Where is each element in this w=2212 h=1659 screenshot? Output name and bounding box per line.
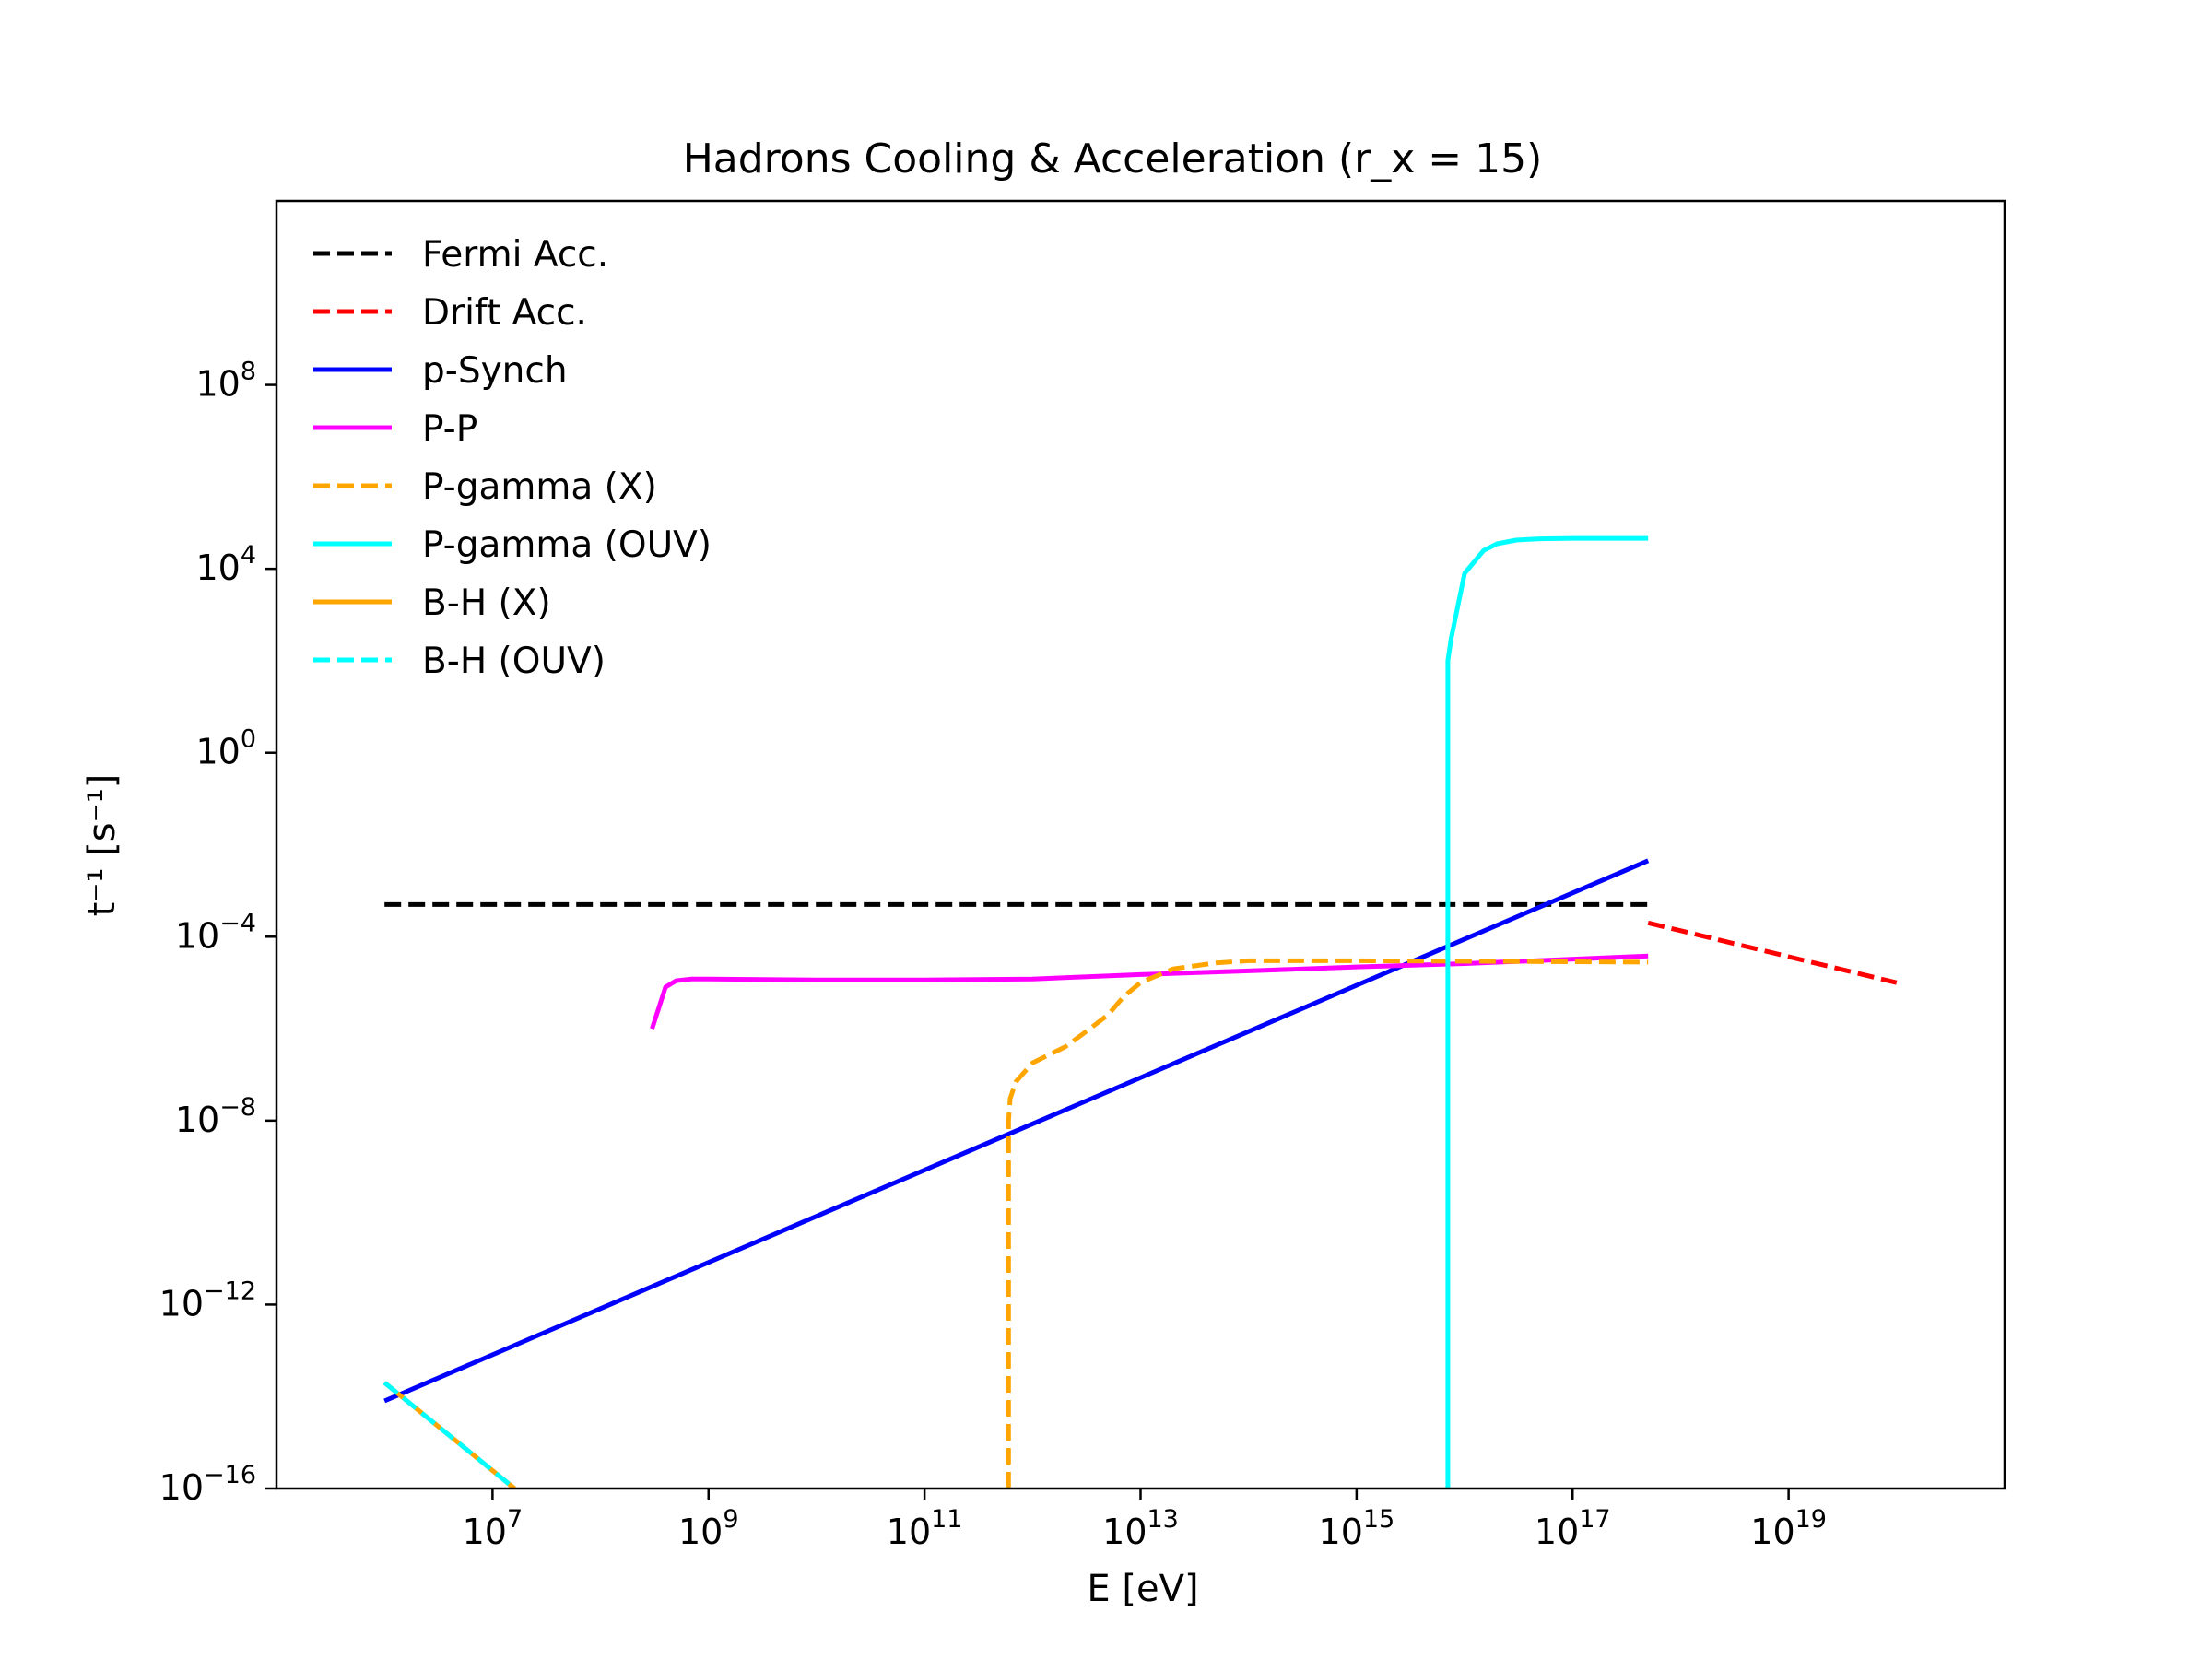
legend-label: p-Synch	[422, 350, 568, 392]
y-tick-label: 10−8	[175, 1093, 256, 1140]
y-axis-label-text: t⁻¹ [s⁻¹]	[81, 774, 124, 917]
series-line-p-gamma-x	[1006, 958, 1649, 1488]
legend-label: P-gamma (OUV)	[422, 524, 712, 566]
plot-frame	[275, 199, 2006, 1490]
y-ticks: 10−16 10−12 10−8 10−4 100 104 108	[159, 358, 276, 1508]
x-tick-label: 1019	[1750, 1505, 1827, 1552]
x-tick-label: 1017	[1535, 1505, 1611, 1552]
legend-item-fermi-acc: Fermi Acc.	[313, 234, 608, 276]
x-tick-label: 1013	[1102, 1505, 1179, 1552]
series-line-p-gamma-ouv	[1445, 535, 1649, 1488]
y-axis-label: t⁻¹ [s⁻¹]	[81, 774, 124, 917]
legend-label: B-H (OUV)	[422, 641, 606, 682]
y-tick-label: 100	[195, 725, 256, 772]
legend-item-p-p: P-P	[313, 408, 477, 450]
legend-label: B-H (X)	[422, 582, 551, 624]
series-line-b-h-ouv	[382, 1381, 516, 1488]
series-line-p-synch	[383, 858, 1650, 1404]
legend: Fermi Acc. Drift Acc. p-Synch P-P P-gamma (X…	[313, 234, 712, 682]
legend-label: P-P	[422, 408, 477, 450]
y-tick-label: 10−4	[175, 909, 256, 956]
x-tick-label: 109	[678, 1505, 739, 1552]
x-tick-label: 1011	[887, 1505, 963, 1552]
y-tick-label: 108	[195, 358, 256, 405]
legend-label: Drift Acc.	[422, 292, 587, 334]
legend-item-p-synch: p-Synch	[313, 350, 568, 392]
y-tick-label: 10−16	[159, 1461, 256, 1508]
y-tick-label: 10−12	[159, 1277, 256, 1324]
chart-title: Hadrons Cooling & Acceleration (r_x = 15…	[683, 135, 1543, 182]
legend-item-p-gamma-ouv: P-gamma (OUV)	[313, 524, 712, 566]
y-tick-label: 104	[195, 541, 256, 588]
legend-label: Fermi Acc.	[422, 234, 608, 276]
x-ticks: 107 109 1011 1013 1015 1017 1019	[463, 1488, 1827, 1552]
legend-item-p-gamma-x: P-gamma (X)	[313, 466, 657, 508]
x-tick-label: 107	[463, 1505, 524, 1552]
legend-item-b-h-x: B-H (X)	[313, 582, 551, 624]
x-axis-label: E [eV]	[1087, 1568, 1198, 1610]
series-line-p-p	[650, 953, 1649, 1030]
series-line-drift-acc	[1647, 920, 1898, 985]
series-layer	[382, 535, 1898, 1488]
legend-label: P-gamma (X)	[422, 466, 657, 508]
svg-text:t⁻¹ [s⁻¹]: t⁻¹ [s⁻¹]	[81, 774, 124, 917]
legend-item-drift-acc: Drift Acc.	[313, 292, 587, 334]
x-tick-label: 1015	[1319, 1505, 1395, 1552]
legend-item-b-h-ouv: B-H (OUV)	[313, 641, 606, 682]
